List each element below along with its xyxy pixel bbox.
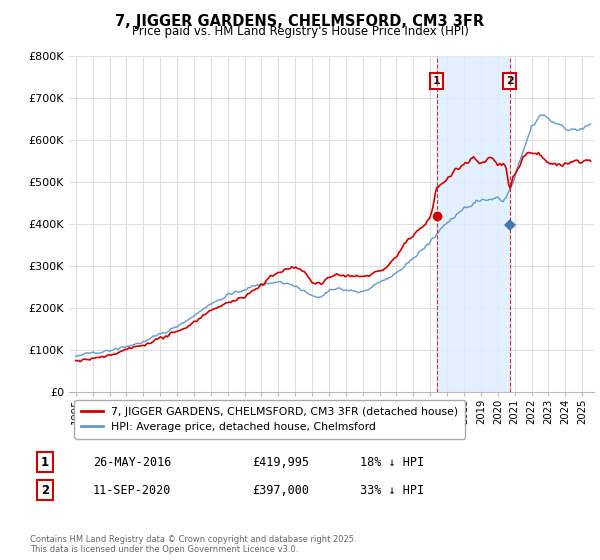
Text: £419,995: £419,995	[252, 455, 309, 469]
Text: 7, JIGGER GARDENS, CHELMSFORD, CM3 3FR: 7, JIGGER GARDENS, CHELMSFORD, CM3 3FR	[115, 14, 485, 29]
Bar	[437, 56, 509, 392]
Text: Contains HM Land Registry data © Crown copyright and database right 2025.
This d: Contains HM Land Registry data © Crown c…	[30, 535, 356, 554]
Text: Price paid vs. HM Land Registry's House Price Index (HPI): Price paid vs. HM Land Registry's House …	[131, 25, 469, 38]
Text: £397,000: £397,000	[252, 483, 309, 497]
Text: 11-SEP-2020: 11-SEP-2020	[93, 483, 172, 497]
Text: 2: 2	[41, 483, 49, 497]
Text: 1: 1	[433, 76, 440, 86]
Text: 2: 2	[506, 76, 514, 86]
Text: 33% ↓ HPI: 33% ↓ HPI	[360, 483, 424, 497]
Text: 26-MAY-2016: 26-MAY-2016	[93, 455, 172, 469]
Text: 18% ↓ HPI: 18% ↓ HPI	[360, 455, 424, 469]
Text: 1: 1	[41, 455, 49, 469]
Legend: 7, JIGGER GARDENS, CHELMSFORD, CM3 3FR (detached house), HPI: Average price, det: 7, JIGGER GARDENS, CHELMSFORD, CM3 3FR (…	[74, 400, 465, 438]
